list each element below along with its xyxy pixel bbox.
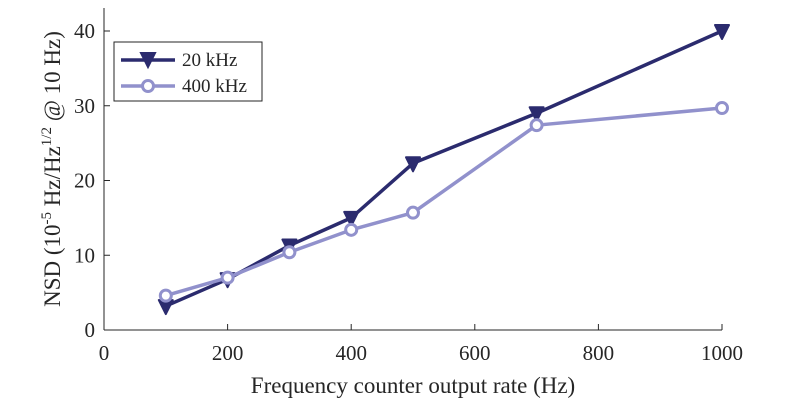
data-point — [158, 288, 173, 303]
y-axis-title: NSD (10-5 Hz/Hz1/2 @ 10 Hz) — [39, 31, 65, 307]
y-title-middle: Hz/Hz — [40, 146, 65, 212]
series-1 — [158, 100, 729, 303]
x-tick-label: 1000 — [701, 341, 743, 365]
data-point — [714, 24, 730, 40]
y-tick-label: 30 — [74, 94, 95, 118]
x-tick-label: 800 — [583, 341, 615, 365]
y-title-exp2: 1/2 — [39, 127, 55, 146]
y-tick-label: 20 — [74, 169, 95, 193]
data-point — [220, 270, 235, 285]
data-point — [343, 210, 360, 227]
data-point — [528, 106, 545, 123]
series-layer — [157, 24, 730, 316]
legend-box — [113, 41, 263, 102]
data-point — [715, 100, 729, 115]
data-point — [282, 245, 297, 260]
x-tick-label: 400 — [335, 341, 367, 365]
y-title-suffix: @ 10 Hz) — [40, 31, 65, 127]
x-tick-label: 200 — [212, 341, 244, 365]
legend: 20 kHz 400 kHz — [113, 41, 263, 102]
data-point — [344, 222, 359, 237]
legend-label-400khz: 400 kHz — [182, 76, 247, 97]
y-tick-label: 40 — [74, 19, 95, 43]
x-axis-title: Frequency counter output rate (Hz) — [251, 373, 575, 398]
y-tick-label: 10 — [74, 243, 95, 267]
x-tick-label: 600 — [459, 341, 491, 365]
x-tick-label: 0 — [99, 341, 110, 365]
axes-layer: 0 200 400 600 800 1000 0 10 20 30 40 — [74, 8, 743, 365]
data-point — [405, 156, 421, 173]
data-point — [406, 205, 420, 220]
legend-marker-circle — [141, 79, 155, 93]
legend-marker-triangle — [139, 52, 157, 70]
data-point — [529, 118, 544, 133]
y-tick-label: 0 — [85, 318, 96, 342]
y-title-exp1: -5 — [39, 212, 55, 225]
y-title-prefix: NSD (10 — [40, 224, 65, 306]
legend-label-20khz: 20 kHz — [182, 50, 237, 71]
